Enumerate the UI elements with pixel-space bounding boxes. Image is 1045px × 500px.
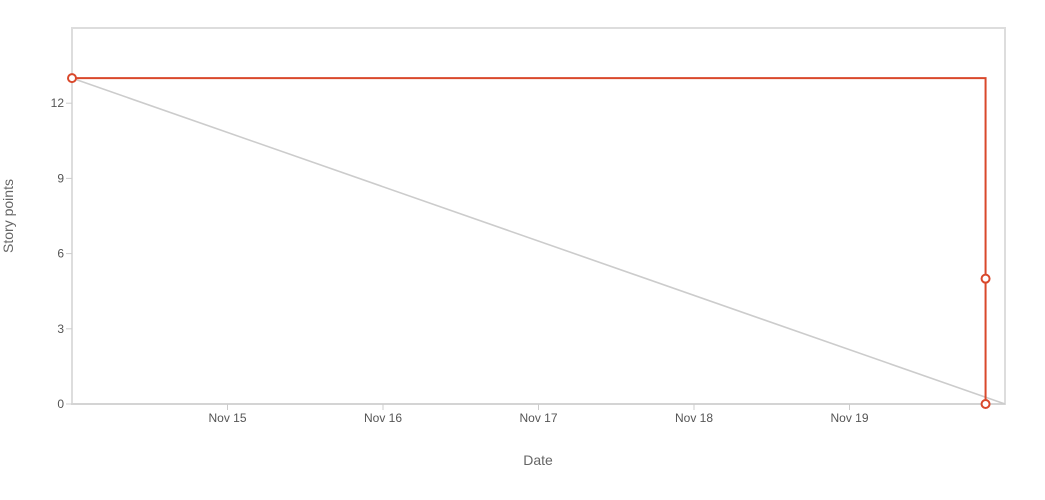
x-tick-label: Nov 15	[208, 411, 246, 425]
x-axis-title: Date	[523, 452, 553, 468]
x-tick-label: Nov 16	[364, 411, 402, 425]
y-tick-label: 3	[57, 322, 64, 336]
data-point-marker[interactable]	[980, 273, 991, 284]
data-point-marker[interactable]	[980, 399, 991, 409]
y-tick-label: 9	[57, 171, 64, 185]
guideline-line	[71, 77, 1006, 405]
y-axis-title: Story points	[0, 179, 16, 253]
data-point-marker[interactable]	[67, 73, 77, 84]
y-tick-label: 0	[57, 397, 64, 411]
actual-remaining-line	[72, 77, 987, 404]
y-tick-label: 6	[57, 247, 64, 261]
x-tick-label: Nov 18	[675, 411, 713, 425]
y-tick-label: 12	[51, 96, 65, 110]
x-axis-ticks: Nov 15 Nov 16 Nov 17 Nov 18 Nov 19	[208, 404, 869, 425]
series-layer	[67, 73, 1006, 409]
plot-frame	[71, 27, 1006, 405]
x-tick-label: Nov 17	[519, 411, 557, 425]
x-tick-label: Nov 19	[830, 411, 868, 425]
y-axis-ticks: 0 3 6 9 12	[51, 96, 72, 411]
